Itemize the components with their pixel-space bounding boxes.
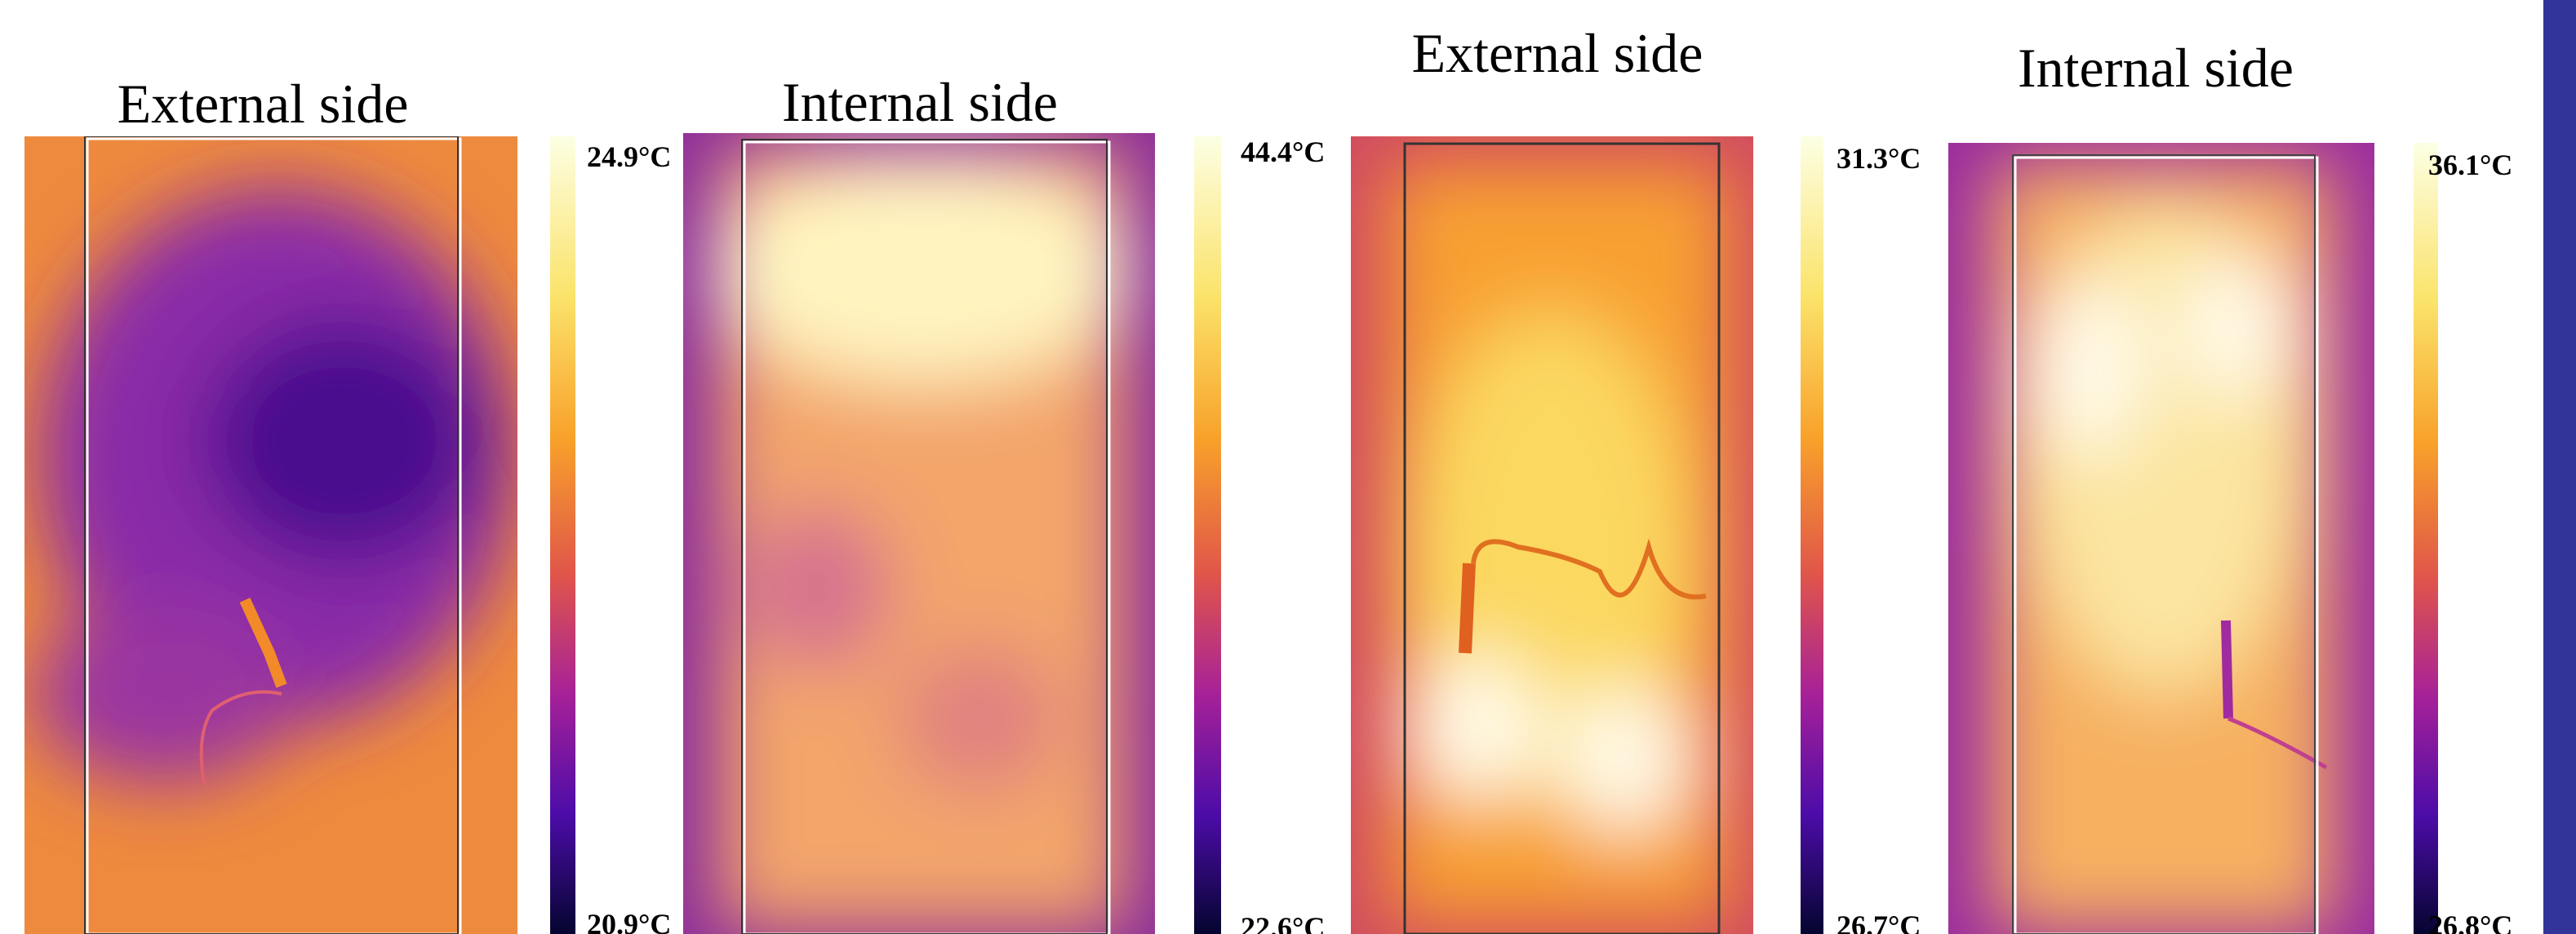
panel-title: External side: [118, 73, 409, 135]
panel-title: External side: [1412, 22, 1703, 84]
colorbar: [550, 136, 575, 934]
thermal-image: [24, 136, 517, 934]
colorbar-min-label: 22.6°C: [1241, 911, 1325, 934]
colorbar-max-label: 31.3°C: [1837, 142, 1921, 175]
colorbar: [1194, 136, 1221, 934]
panel-title: Internal side: [2018, 37, 2294, 99]
colorbar: [2414, 143, 2438, 934]
colorbar-min-label: 26.7°C: [1837, 910, 1921, 934]
colorbar-max-label: 44.4°C: [1241, 136, 1325, 168]
panel-title: Internal side: [782, 71, 1058, 133]
thermal-image: [683, 133, 1155, 934]
colorbar: [1801, 136, 1823, 934]
colorbar-max-label: 36.1°C: [2428, 149, 2512, 181]
colorbar-max-label: 24.9°C: [587, 140, 671, 173]
thermal-image: [1351, 136, 1753, 934]
thermal-image: [1948, 143, 2374, 934]
colorbar-min-label: 20.9°C: [587, 908, 671, 934]
side-bar: [2543, 0, 2576, 934]
colorbar-min-label: 26.8°C: [2428, 910, 2512, 934]
